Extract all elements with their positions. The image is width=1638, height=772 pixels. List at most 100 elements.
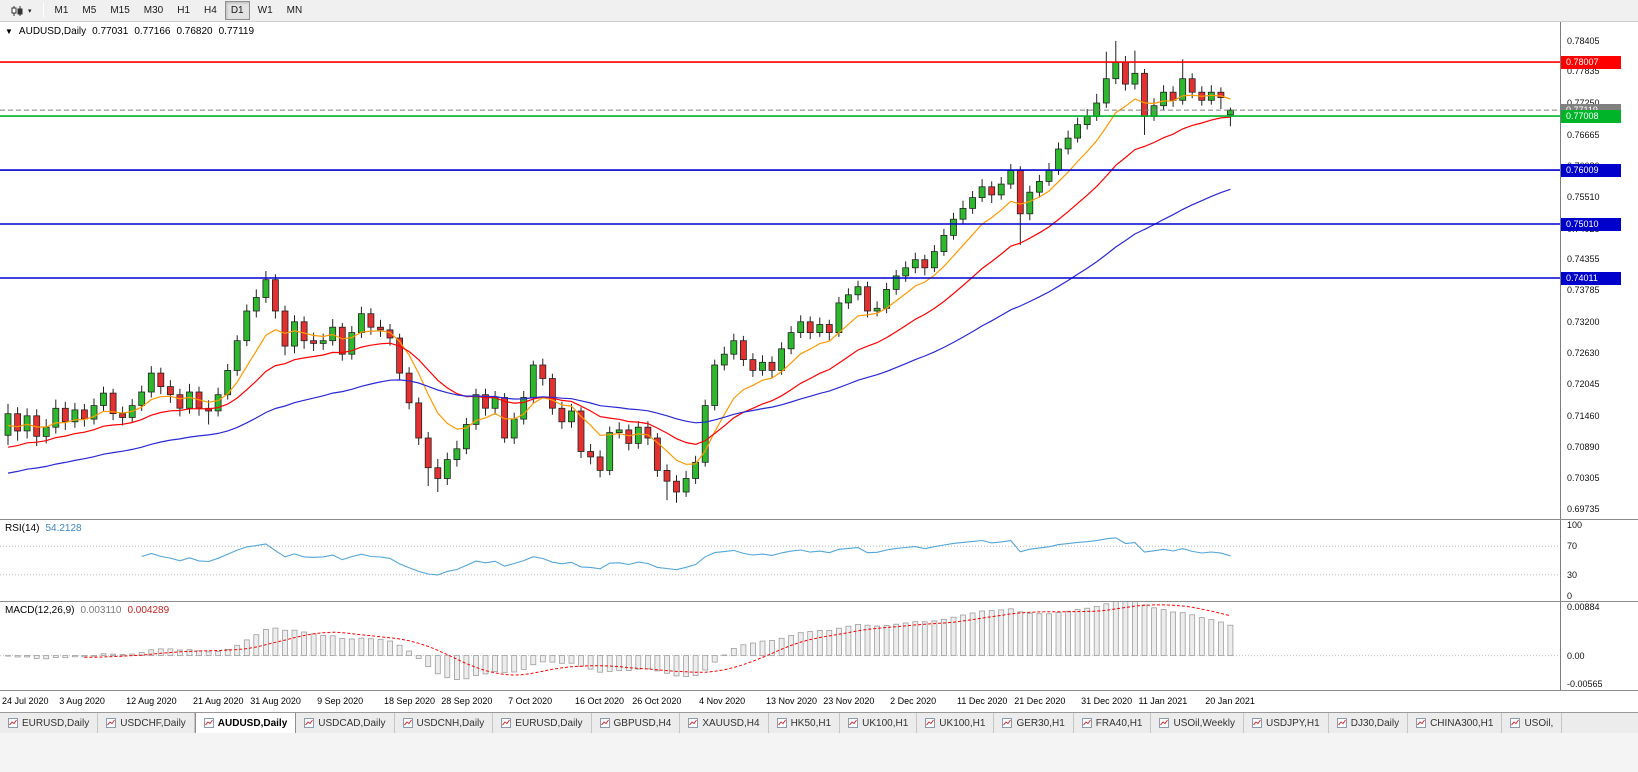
candle bbox=[252, 289, 260, 318]
candle bbox=[1045, 163, 1053, 186]
macd-bar bbox=[43, 655, 50, 660]
macd-bar bbox=[205, 651, 212, 656]
candle bbox=[978, 179, 986, 202]
period-button-m5[interactable]: M5 bbox=[76, 1, 102, 20]
ma-line-20 bbox=[7, 116, 1231, 448]
candle bbox=[529, 360, 537, 403]
chart-tab-audusd-daily[interactable]: AUDUSD,Daily bbox=[194, 713, 297, 733]
time-tick: 16 Oct 2020 bbox=[575, 696, 625, 706]
period-button-mn[interactable]: MN bbox=[281, 1, 309, 20]
candle bbox=[100, 386, 107, 411]
macd-bar bbox=[1017, 611, 1024, 656]
macd-bar bbox=[1007, 608, 1014, 656]
period-button-h1[interactable]: H1 bbox=[171, 1, 196, 20]
macd-bar bbox=[778, 637, 785, 656]
chart-tab-usoil-weekly[interactable]: USOil,Weekly bbox=[1151, 713, 1244, 733]
chart-tab-hk50-h1[interactable]: HK50,H1 bbox=[768, 713, 841, 733]
macd-axis[interactable]: 0.00884 0.00 -0.00565 bbox=[1560, 602, 1638, 690]
macd-bar bbox=[224, 649, 231, 657]
chart-tab-label: USOil, bbox=[1524, 717, 1554, 729]
macd-bar bbox=[1208, 619, 1215, 657]
candle bbox=[845, 288, 852, 309]
candle bbox=[214, 387, 222, 417]
candle bbox=[587, 443, 594, 465]
period-button-h4[interactable]: H4 bbox=[198, 1, 223, 20]
candle bbox=[33, 409, 41, 447]
macd-bar bbox=[1112, 602, 1119, 656]
candlestick-chart[interactable] bbox=[0, 22, 1560, 519]
status-area bbox=[0, 733, 1638, 772]
macd-chart[interactable] bbox=[0, 602, 1560, 690]
period-button-m1[interactable]: M1 bbox=[49, 1, 75, 20]
chart-tab-dj30-daily[interactable]: DJ30,Daily bbox=[1328, 713, 1409, 733]
macd-bar bbox=[243, 639, 250, 657]
chart-tab-uk100-h1[interactable]: UK100,H1 bbox=[917, 713, 995, 733]
macd-bar bbox=[1218, 621, 1224, 656]
macd-bar bbox=[1160, 609, 1167, 656]
rsi-chart[interactable] bbox=[0, 520, 1560, 601]
pane-separator[interactable] bbox=[0, 519, 1638, 520]
chart-tab-xauusd-h4[interactable]: XAUUSD,H4 bbox=[680, 713, 769, 733]
macd-bar bbox=[692, 655, 699, 676]
ohlc-close: 0.77119 bbox=[218, 26, 255, 37]
macd-bar bbox=[396, 644, 403, 657]
macd-bar bbox=[1055, 612, 1062, 657]
candle bbox=[959, 200, 967, 225]
chart-tab-icon bbox=[8, 718, 18, 728]
chart-tabs-bar: EURUSD,Daily USDCHF,Daily AUDUSD,Daily USDC… bbox=[0, 712, 1638, 733]
macd-bar bbox=[597, 655, 603, 673]
dropdown-arrow-icon[interactable]: ▼ bbox=[5, 27, 13, 36]
chart-tab-usdcnh-daily[interactable]: USDCNH,Daily bbox=[394, 713, 494, 733]
chart-tab-label: UK100,H1 bbox=[862, 717, 909, 729]
time-tick: 12 Aug 2020 bbox=[126, 696, 177, 706]
macd-bar bbox=[377, 639, 384, 657]
chart-tab-china300-h1[interactable]: CHINA300,H1 bbox=[1408, 713, 1503, 733]
chart-tab-usoil[interactable]: USOil, bbox=[1502, 713, 1563, 733]
chart-tab-ger30-h1[interactable]: GER30,H1 bbox=[994, 713, 1074, 733]
candles-layer bbox=[4, 40, 1234, 503]
macd-bar bbox=[291, 629, 298, 656]
candle bbox=[1016, 166, 1024, 246]
candle bbox=[1160, 85, 1167, 111]
macd-bar bbox=[539, 655, 546, 663]
period-button-d1[interactable]: D1 bbox=[224, 1, 250, 20]
period-button-m15[interactable]: M15 bbox=[104, 1, 135, 20]
chart-tab-fra40-h1[interactable]: FRA40,H1 bbox=[1073, 713, 1152, 733]
time-tick: 20 Jan 2021 bbox=[1205, 696, 1255, 706]
period-button-m30[interactable]: M30 bbox=[138, 1, 169, 20]
candle bbox=[415, 397, 423, 445]
chart-title: ▼ AUDUSD,Daily 0.77031 0.77166 0.76820 0… bbox=[5, 26, 254, 37]
macd-bar bbox=[367, 638, 374, 657]
price-tick: 0.70890 bbox=[1567, 441, 1600, 452]
rsi-line bbox=[141, 537, 1231, 576]
candle bbox=[1169, 86, 1177, 107]
chart-tab-eurusd-daily[interactable]: EURUSD,Daily bbox=[0, 713, 99, 733]
macd-bar bbox=[874, 625, 880, 657]
candle bbox=[1083, 109, 1091, 130]
candle bbox=[816, 317, 824, 337]
macd-bar bbox=[616, 655, 623, 671]
time-axis[interactable]: 24 Jul 2020 3 Aug 2020 12 Aug 2020 21 Aug 2… bbox=[0, 690, 1638, 712]
price-level-label: 0.77008 bbox=[1561, 109, 1621, 123]
chart-type-button[interactable]: ▾ bbox=[4, 1, 38, 20]
rsi-axis[interactable]: 100 70 30 0 bbox=[1560, 520, 1638, 601]
chart-tab-usdcad-daily[interactable]: USDCAD,Daily bbox=[296, 713, 395, 733]
macd-bar bbox=[52, 655, 59, 658]
macd-bar bbox=[1170, 611, 1176, 656]
macd-bar bbox=[1084, 607, 1091, 657]
price-axis[interactable]: 0.784050.778350.772500.766650.760800.755… bbox=[1560, 22, 1638, 519]
period-button-w1[interactable]: W1 bbox=[252, 1, 279, 20]
price-level-label: 0.78007 bbox=[1561, 55, 1621, 69]
candle bbox=[1026, 185, 1034, 221]
chart-tab-label: USOil,Weekly bbox=[1173, 717, 1235, 729]
candle bbox=[338, 322, 346, 361]
macd-bar bbox=[157, 648, 164, 657]
chart-tab-eurusd-daily[interactable]: EURUSD,Daily bbox=[493, 713, 592, 733]
chart-tab-usdchf-daily[interactable]: USDCHF,Daily bbox=[98, 713, 195, 733]
chart-tab-gbpusd-h4[interactable]: GBPUSD,H4 bbox=[591, 713, 681, 733]
pane-separator[interactable] bbox=[0, 601, 1638, 602]
rsi-tick: 0 bbox=[1567, 591, 1573, 601]
chart-tab-usdjpy-h1[interactable]: USDJPY,H1 bbox=[1243, 713, 1329, 733]
chart-tab-uk100-h1[interactable]: UK100,H1 bbox=[840, 713, 918, 733]
chart-tab-icon bbox=[501, 718, 512, 728]
